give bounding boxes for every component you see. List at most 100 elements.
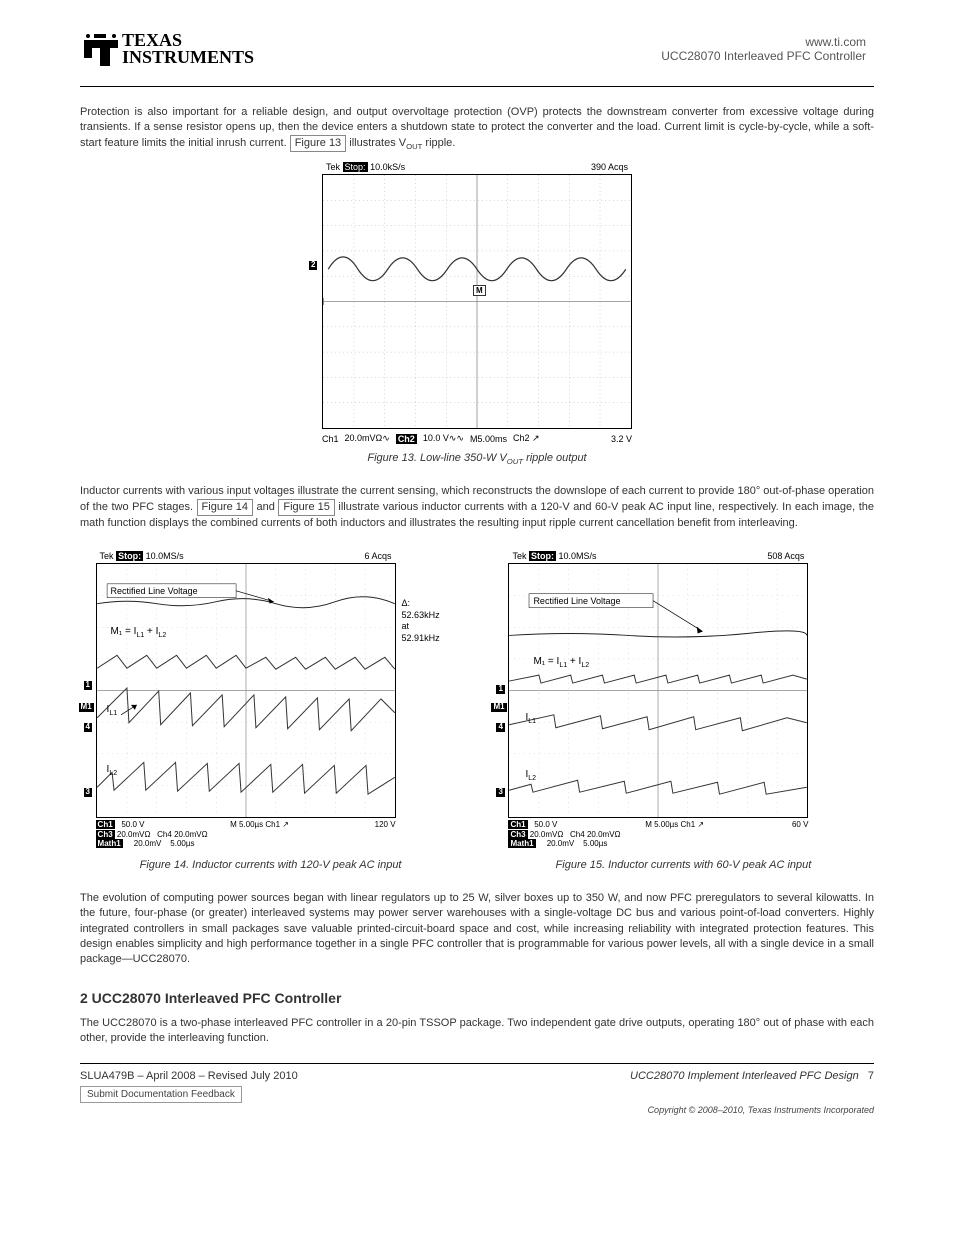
figure-15: Tek Stop: 10.0MS/s 508 Acqs xyxy=(493,551,874,871)
scope15-marker-4: 4 xyxy=(496,723,504,732)
para1-sub: OUT xyxy=(406,142,422,151)
scope13-tek: Tek xyxy=(326,162,340,172)
scope13-rate: 10.0kS/s xyxy=(370,162,405,172)
s15-trigv: 60 V xyxy=(792,820,808,830)
para2-and: and xyxy=(253,501,278,513)
s15-m: M 5.00µs xyxy=(645,820,678,829)
para1-after: illustrates V xyxy=(346,137,406,149)
scope13-b-ch2: Ch2 xyxy=(396,434,417,444)
header-link[interactable]: www.ti.com xyxy=(661,35,866,49)
s14-ch4v: 20.0mVΩ xyxy=(174,830,208,839)
scope13-bottom: Ch1 20.0mVΩ∿ Ch2 10.0 V∿∿ M5.00ms Ch2 ↗ … xyxy=(322,429,632,444)
fig13-cap-tail: ripple output xyxy=(523,452,587,464)
scope15-acqs: 508 Acqs xyxy=(767,551,804,561)
scope13-ch2-marker: 2 xyxy=(309,261,317,270)
s15-matht: 5.00µs xyxy=(583,839,607,848)
scope14-ann-rect: Rectified Line Voltage xyxy=(111,586,198,596)
figure-13-link[interactable]: Figure 13 xyxy=(290,135,346,152)
s14-ch1v: 50.0 V xyxy=(121,820,144,829)
figure-13-caption: Figure 13. Low-line 350-W VOUT ripple ou… xyxy=(80,452,874,466)
figure-14-link[interactable]: Figure 14 xyxy=(197,499,253,516)
ti-logo-text: TEXAS INSTRUMENTS xyxy=(122,32,254,66)
scope14-grid: Rectified Line Voltage M₁ = IL1 + IL2 IL… xyxy=(96,563,396,818)
figure-13: Tek Stop: 10.0kS/s 390 Acqs xyxy=(80,162,874,444)
figure-15-link[interactable]: Figure 15 xyxy=(278,499,334,516)
s14-m: M 5.00µs xyxy=(230,820,263,829)
scope15-ann-il2: IL2 xyxy=(525,769,536,782)
s14-trigv: 120 V xyxy=(375,820,396,830)
scope14-ann-il2: IL2 xyxy=(107,764,118,777)
s15-math: Math1 xyxy=(508,839,535,848)
scope15-topbar: Tek Stop: 10.0MS/s 508 Acqs xyxy=(508,551,808,563)
page-header: TEXAS INSTRUMENTS www.ti.com UCC28070 In… xyxy=(0,0,954,78)
scope13-topbar: Tek Stop: 10.0kS/s 390 Acqs xyxy=(322,162,632,174)
scope13-stop: Stop: xyxy=(343,162,368,172)
footer-doc-code: SLUA479B – April 2008 – Revised July 201… xyxy=(80,1070,298,1082)
content: Protection is also important for a relia… xyxy=(0,105,954,1045)
scope13-b-ch2v: 10.0 V∿∿ xyxy=(423,433,464,444)
s15-ch4v: 20.0mVΩ xyxy=(587,830,621,839)
logo-line2: INSTRUMENTS xyxy=(122,47,254,67)
figure-15-caption: Figure 15. Inductor currents with 60-V p… xyxy=(556,859,812,871)
scope13-grid: 2 M xyxy=(322,174,632,429)
footer-copyright: Copyright © 2008–2010, Texas Instruments… xyxy=(0,1103,954,1115)
scope14-side-delta: Δ: 52.63kHz xyxy=(402,598,446,621)
fig13-cap-sub: OUT xyxy=(507,457,523,466)
s15-trig: Ch1 ↗ xyxy=(681,820,705,829)
scope13-b-trigv: 3.2 V xyxy=(611,434,632,444)
fig13-cap-t: Figure 13. Low-line 350-W V xyxy=(367,452,506,464)
s14-ch3v: 20.0mVΩ xyxy=(117,830,151,839)
scope15-ann-m1: M₁ = IL1 + IL2 xyxy=(533,656,589,669)
scope14-marker-m1: M1 xyxy=(79,703,94,712)
scope-13: Tek Stop: 10.0kS/s 390 Acqs xyxy=(322,162,632,444)
s14-ch1: Ch1 xyxy=(96,820,115,829)
scope14-marker-3: 3 xyxy=(84,788,92,797)
footer-page-num: 7 xyxy=(868,1070,874,1082)
long-para: The evolution of computing power sources… xyxy=(80,891,874,968)
figure-14: Tek Stop: 10.0MS/s 6 Acqs xyxy=(80,551,461,871)
s15-ch3v: 20.0mVΩ xyxy=(530,830,564,839)
s15-ch3: Ch3 xyxy=(508,830,527,839)
scope15-grid: Rectified Line Voltage M₁ = IL1 + IL2 IL… xyxy=(508,563,808,818)
scope13-b-ch1v: 20.0mVΩ∿ xyxy=(345,433,390,444)
para-2: Inductor currents with various input vol… xyxy=(80,484,874,531)
header-right: www.ti.com UCC28070 Interleaved PFC Cont… xyxy=(661,35,866,63)
s15-mathv: 20.0mV xyxy=(547,839,575,848)
header-title: UCC28070 Interleaved PFC Controller xyxy=(661,49,866,63)
scope14-side-at: at 52.91kHz xyxy=(402,621,446,644)
scope14-ann-il1: IL1 xyxy=(107,704,118,717)
figure-14-caption: Figure 14. Inductor currents with 120-V … xyxy=(140,859,402,871)
scope15-marker-m1: M1 xyxy=(491,703,506,712)
scope15-tek: Tek xyxy=(512,551,526,561)
footer-doc-title: UCC28070 Implement Interleaved PFC Desig… xyxy=(630,1070,859,1082)
scope13-b-ch1: Ch1 xyxy=(322,434,339,444)
scope14-bottom: Ch1 50.0 V M 5.00µs Ch1 ↗ 120 V Ch3 20.0… xyxy=(96,818,446,849)
footer-row: SLUA479B – April 2008 – Revised July 201… xyxy=(0,1064,954,1082)
scope15-marker-1: 1 xyxy=(496,685,504,694)
scope15-stop: Stop: xyxy=(529,551,556,561)
s14-math: Math1 xyxy=(96,839,123,848)
para1-before: Protection is also important for a relia… xyxy=(80,106,874,149)
figures-14-15-row: Tek Stop: 10.0MS/s 6 Acqs xyxy=(80,551,874,871)
s14-matht: 5.00µs xyxy=(170,839,194,848)
scope14-ann-m1: M₁ = IL1 + IL2 xyxy=(111,626,167,639)
scope14-acqs: 6 Acqs xyxy=(365,551,392,561)
para-1: Protection is also important for a relia… xyxy=(80,105,874,152)
scope15-bottom: Ch1 50.0 V M 5.00µs Ch1 ↗ 60 V Ch3 20.0m… xyxy=(508,818,858,849)
scope15-marker-3: 3 xyxy=(496,788,504,797)
s14-ch3: Ch3 xyxy=(96,830,115,839)
scope14-tek: Tek xyxy=(100,551,114,561)
scope14-side: Δ: 52.63kHz at 52.91kHz xyxy=(402,598,446,645)
s15-ch4: Ch4 xyxy=(570,830,585,839)
s14-trig: Ch1 ↗ xyxy=(265,820,289,829)
scope13-acqs: 390 Acqs xyxy=(591,162,628,172)
scope-15: Tek Stop: 10.0MS/s 508 Acqs xyxy=(508,551,858,849)
section-2-heading: 2 UCC28070 Interleaved PFC Controller xyxy=(80,990,874,1006)
header-divider xyxy=(80,86,874,87)
scope-14: Tek Stop: 10.0MS/s 6 Acqs xyxy=(96,551,446,849)
scope15-rate: 10.0MS/s xyxy=(558,551,596,561)
s15-ch1: Ch1 xyxy=(508,820,527,829)
ti-logo: TEXAS INSTRUMENTS xyxy=(80,30,254,68)
submit-feedback-link[interactable]: Submit Documentation Feedback xyxy=(80,1086,242,1103)
scope14-marker-4: 4 xyxy=(84,723,92,732)
